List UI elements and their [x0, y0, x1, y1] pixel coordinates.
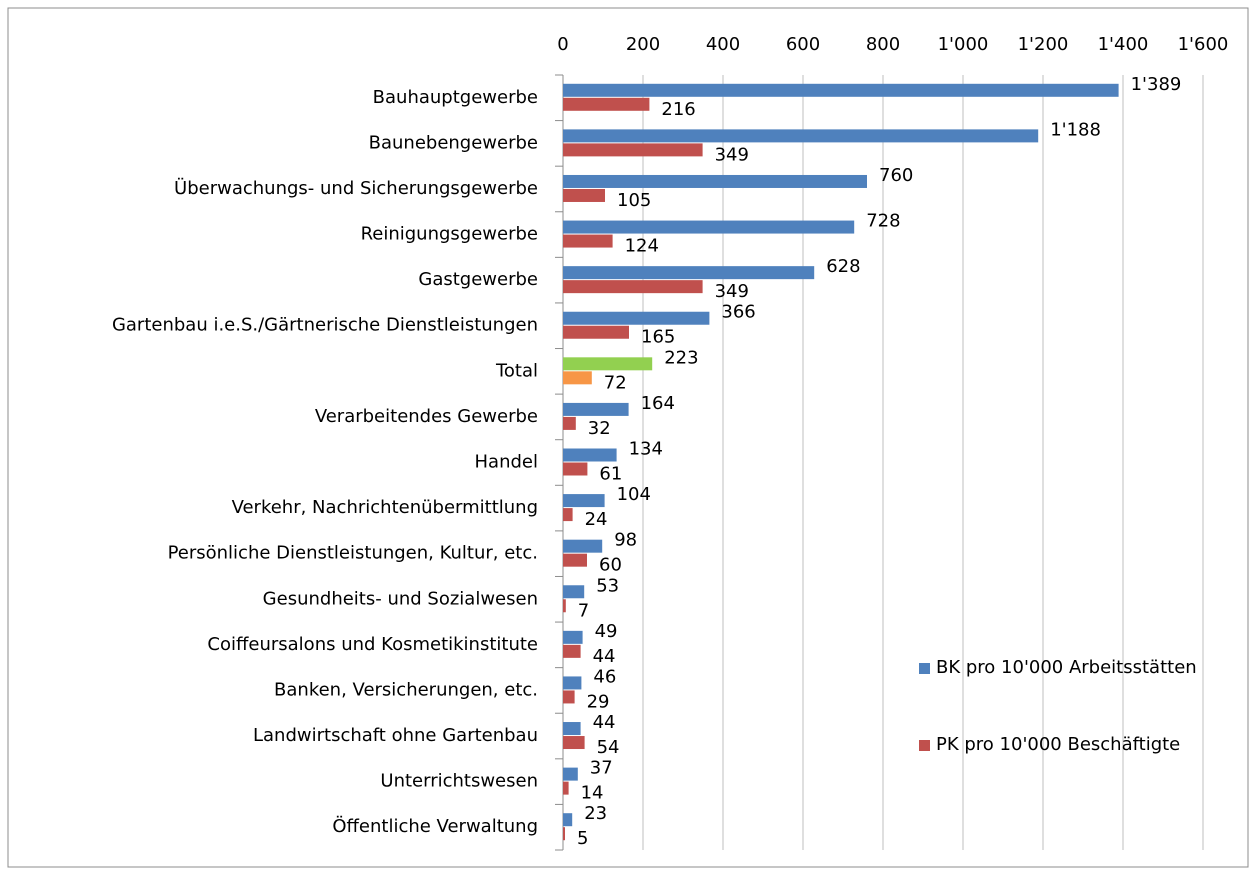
data-label: 628 — [826, 256, 860, 277]
legend-label: PK pro 10'000 Beschäftigte — [936, 734, 1180, 755]
y-tick-label: Unterrichtswesen — [380, 771, 538, 792]
data-label: 349 — [715, 144, 749, 165]
data-label: 7 — [578, 600, 589, 621]
data-label: 44 — [593, 712, 616, 733]
data-label: 1'188 — [1050, 119, 1101, 140]
bar — [563, 83, 1119, 97]
data-label: 366 — [721, 302, 755, 323]
bar — [563, 722, 581, 736]
data-label: 46 — [593, 666, 616, 687]
x-tick-label: 600 — [786, 34, 820, 55]
legend-label: BK pro 10'000 Arbeitsstätten — [936, 657, 1197, 678]
bar — [563, 736, 585, 750]
data-label: 105 — [617, 190, 651, 211]
data-label: 60 — [599, 555, 622, 576]
bar — [563, 813, 573, 827]
bar — [563, 599, 566, 613]
bar — [563, 129, 1039, 143]
data-label: 760 — [879, 165, 913, 186]
y-tick-label: Persönliche Dienstleistungen, Kultur, et… — [168, 543, 538, 564]
bar — [563, 416, 576, 430]
data-label: 49 — [595, 621, 618, 642]
data-label: 728 — [866, 211, 900, 232]
y-tick-label: Gastgewerbe — [418, 269, 538, 290]
bar — [563, 266, 815, 280]
data-label: 23 — [584, 803, 607, 824]
data-label: 32 — [588, 418, 611, 439]
data-label: 61 — [599, 464, 622, 485]
bar — [563, 539, 603, 553]
x-tick-label: 1'400 — [1098, 34, 1149, 55]
y-tick-label: Landwirtschaft ohne Gartenbau — [253, 725, 538, 746]
data-label: 216 — [661, 99, 695, 120]
y-tick-label: Reinigungsgewerbe — [361, 224, 538, 245]
bar — [563, 827, 565, 841]
y-tick-label: Bauhauptgewerbe — [373, 87, 538, 108]
bar — [563, 220, 855, 234]
data-label: 349 — [715, 281, 749, 302]
data-label: 165 — [641, 327, 675, 348]
bar — [563, 371, 592, 385]
data-label: 104 — [617, 484, 651, 505]
x-tick-label: 1'600 — [1178, 34, 1229, 55]
data-label: 54 — [597, 737, 620, 758]
y-tick-label: Baunebengewerbe — [369, 132, 538, 153]
bar — [563, 630, 583, 644]
bar — [563, 553, 587, 567]
bar — [563, 781, 569, 795]
x-tick-label: 1'200 — [1018, 34, 1069, 55]
bar — [563, 174, 867, 188]
y-tick-label: Öffentliche Verwaltung — [332, 815, 538, 837]
bar — [563, 767, 578, 781]
bar — [563, 508, 573, 522]
y-tick-label: Gartenbau i.e.S./Gärtnerische Dienstleis… — [112, 315, 538, 336]
x-tick-label: 1'000 — [938, 34, 989, 55]
data-label: 124 — [625, 236, 659, 257]
bar — [563, 494, 605, 508]
x-tick-label: 200 — [626, 34, 660, 55]
bar — [563, 357, 653, 371]
bar — [563, 585, 585, 599]
bar — [563, 188, 605, 202]
y-tick-label: Total — [495, 360, 538, 381]
y-tick-label: Gesundheits- und Sozialwesen — [263, 588, 538, 609]
bar — [563, 462, 588, 476]
bar — [563, 325, 629, 339]
x-tick-label: 800 — [866, 34, 900, 55]
data-label: 14 — [581, 783, 604, 804]
bar — [563, 143, 703, 157]
bar — [563, 311, 710, 325]
data-label: 72 — [604, 372, 627, 393]
bar — [563, 676, 582, 690]
data-label: 24 — [585, 509, 608, 530]
data-label: 5 — [577, 828, 588, 849]
y-tick-label: Handel — [475, 452, 538, 473]
bar — [563, 690, 575, 704]
data-label: 164 — [641, 393, 675, 414]
data-label: 223 — [664, 347, 698, 368]
bar — [563, 280, 703, 294]
data-label: 1'389 — [1131, 74, 1182, 95]
bar — [563, 402, 629, 416]
y-tick-label: Coiffeursalons und Kosmetikinstitute — [207, 634, 538, 655]
y-tick-label: Überwachungs- und Sicherungsgewerbe — [174, 177, 538, 199]
bar — [563, 448, 617, 462]
bar — [563, 97, 650, 111]
data-label: 37 — [590, 758, 613, 779]
data-label: 98 — [614, 530, 637, 551]
y-tick-label: Verarbeitendes Gewerbe — [315, 406, 538, 427]
data-label: 134 — [629, 439, 663, 460]
y-tick-label: Verkehr, Nachrichtenübermittlung — [232, 497, 538, 518]
bar — [563, 234, 613, 248]
y-tick-label: Banken, Versicherungen, etc. — [274, 679, 538, 700]
data-label: 53 — [596, 575, 619, 596]
data-label: 29 — [587, 691, 610, 712]
data-label: 44 — [593, 646, 616, 667]
legend-swatch — [919, 663, 930, 674]
legend-swatch — [919, 740, 930, 751]
x-tick-label: 400 — [706, 34, 740, 55]
bar — [563, 644, 581, 658]
x-tick-label: 0 — [557, 34, 568, 55]
